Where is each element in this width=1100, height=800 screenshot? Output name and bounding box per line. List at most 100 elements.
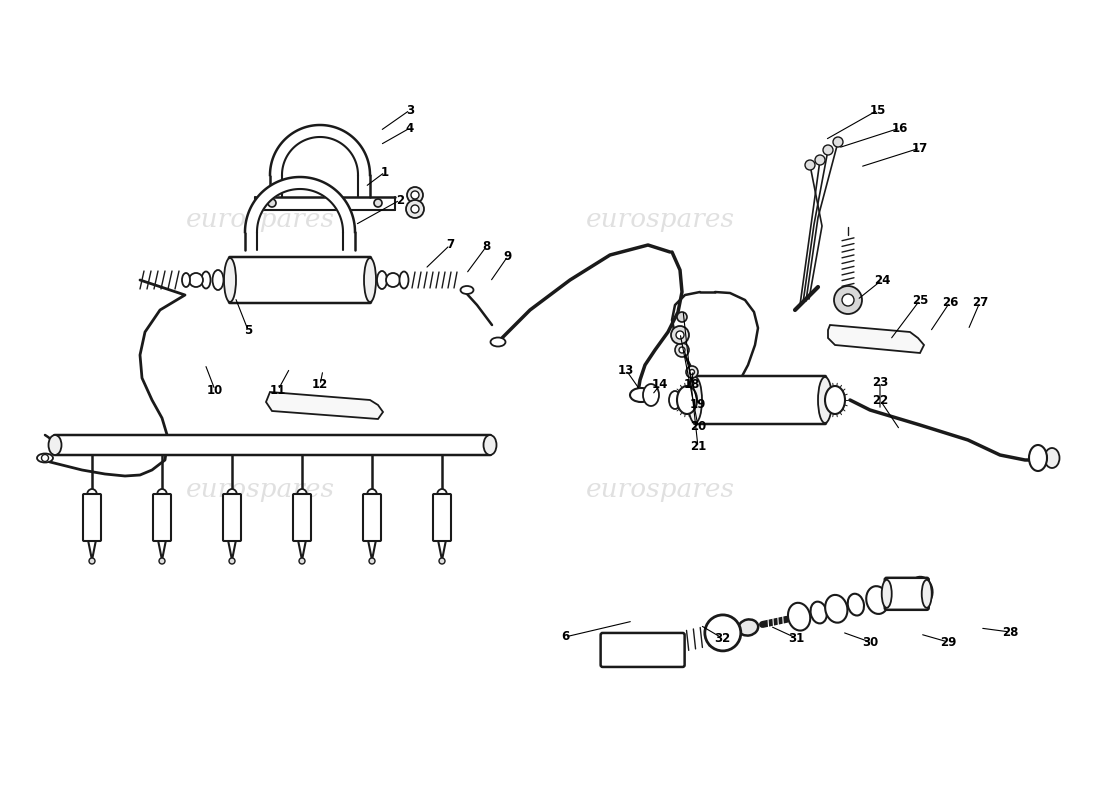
Polygon shape: [245, 177, 355, 232]
FancyBboxPatch shape: [601, 633, 684, 667]
Ellipse shape: [644, 384, 659, 406]
Circle shape: [439, 558, 446, 564]
Text: 1: 1: [381, 166, 389, 178]
Ellipse shape: [224, 258, 236, 302]
Ellipse shape: [882, 580, 892, 608]
FancyBboxPatch shape: [363, 494, 381, 541]
Ellipse shape: [738, 619, 758, 635]
Circle shape: [42, 454, 48, 462]
Ellipse shape: [669, 391, 681, 409]
Circle shape: [411, 191, 419, 199]
Text: 4: 4: [406, 122, 414, 134]
Text: 28: 28: [1002, 626, 1019, 638]
Circle shape: [842, 294, 854, 306]
Ellipse shape: [157, 489, 167, 501]
Ellipse shape: [1045, 448, 1059, 468]
Circle shape: [675, 343, 689, 357]
Circle shape: [676, 312, 688, 322]
Circle shape: [833, 137, 843, 147]
Text: 14: 14: [652, 378, 668, 391]
Polygon shape: [828, 325, 924, 353]
Ellipse shape: [676, 386, 697, 414]
Ellipse shape: [788, 602, 811, 630]
Circle shape: [89, 558, 95, 564]
Text: 17: 17: [912, 142, 928, 154]
Ellipse shape: [386, 273, 400, 287]
Polygon shape: [270, 125, 370, 175]
Text: 10: 10: [207, 383, 223, 397]
Text: 15: 15: [870, 103, 887, 117]
Text: eurospares: eurospares: [585, 207, 735, 233]
Circle shape: [690, 370, 694, 374]
Text: 30: 30: [862, 635, 878, 649]
Circle shape: [160, 558, 165, 564]
Circle shape: [406, 200, 424, 218]
Ellipse shape: [201, 271, 210, 289]
Circle shape: [805, 160, 815, 170]
Ellipse shape: [87, 489, 97, 501]
Circle shape: [823, 145, 833, 155]
Circle shape: [815, 155, 825, 165]
Ellipse shape: [910, 577, 933, 605]
Ellipse shape: [484, 435, 496, 455]
Ellipse shape: [891, 585, 908, 606]
Ellipse shape: [364, 258, 376, 302]
Ellipse shape: [377, 271, 387, 289]
Ellipse shape: [491, 338, 506, 346]
FancyBboxPatch shape: [229, 257, 371, 303]
Text: 26: 26: [942, 295, 958, 309]
Ellipse shape: [182, 273, 190, 287]
Text: 25: 25: [912, 294, 928, 306]
Circle shape: [374, 199, 382, 207]
Ellipse shape: [399, 271, 408, 289]
Text: 29: 29: [939, 635, 956, 649]
Circle shape: [407, 187, 424, 203]
Ellipse shape: [227, 489, 236, 501]
FancyBboxPatch shape: [54, 435, 491, 455]
Ellipse shape: [630, 388, 652, 402]
Ellipse shape: [37, 454, 53, 462]
Circle shape: [411, 205, 419, 213]
Ellipse shape: [437, 489, 447, 501]
Ellipse shape: [848, 594, 864, 615]
Text: eurospares: eurospares: [186, 478, 334, 502]
Text: 24: 24: [873, 274, 890, 286]
Text: 3: 3: [406, 103, 414, 117]
Text: 32: 32: [714, 631, 730, 645]
Circle shape: [676, 331, 684, 339]
FancyBboxPatch shape: [433, 494, 451, 541]
Ellipse shape: [825, 595, 847, 622]
Ellipse shape: [461, 286, 473, 294]
Text: 18: 18: [684, 378, 701, 391]
Ellipse shape: [818, 377, 832, 423]
Ellipse shape: [48, 435, 62, 455]
Text: 13: 13: [618, 363, 634, 377]
Text: 22: 22: [872, 394, 888, 406]
Circle shape: [686, 366, 698, 378]
FancyBboxPatch shape: [694, 376, 826, 424]
Text: 16: 16: [892, 122, 909, 134]
Ellipse shape: [367, 489, 377, 501]
Circle shape: [299, 558, 305, 564]
Text: 12: 12: [312, 378, 328, 391]
Text: 11: 11: [270, 383, 286, 397]
FancyBboxPatch shape: [884, 578, 928, 610]
Polygon shape: [266, 392, 383, 419]
Circle shape: [671, 326, 689, 344]
Text: 23: 23: [872, 375, 888, 389]
Ellipse shape: [866, 586, 889, 614]
FancyBboxPatch shape: [223, 494, 241, 541]
Text: 31: 31: [788, 631, 804, 645]
Text: 19: 19: [690, 398, 706, 411]
Text: 7: 7: [446, 238, 454, 251]
Circle shape: [368, 558, 375, 564]
FancyBboxPatch shape: [293, 494, 311, 541]
Ellipse shape: [922, 580, 932, 608]
Text: 5: 5: [244, 323, 252, 337]
Text: eurospares: eurospares: [585, 478, 735, 502]
Ellipse shape: [212, 270, 223, 290]
Ellipse shape: [297, 489, 307, 501]
Ellipse shape: [688, 377, 702, 423]
Text: 21: 21: [690, 441, 706, 454]
Text: 20: 20: [690, 419, 706, 433]
